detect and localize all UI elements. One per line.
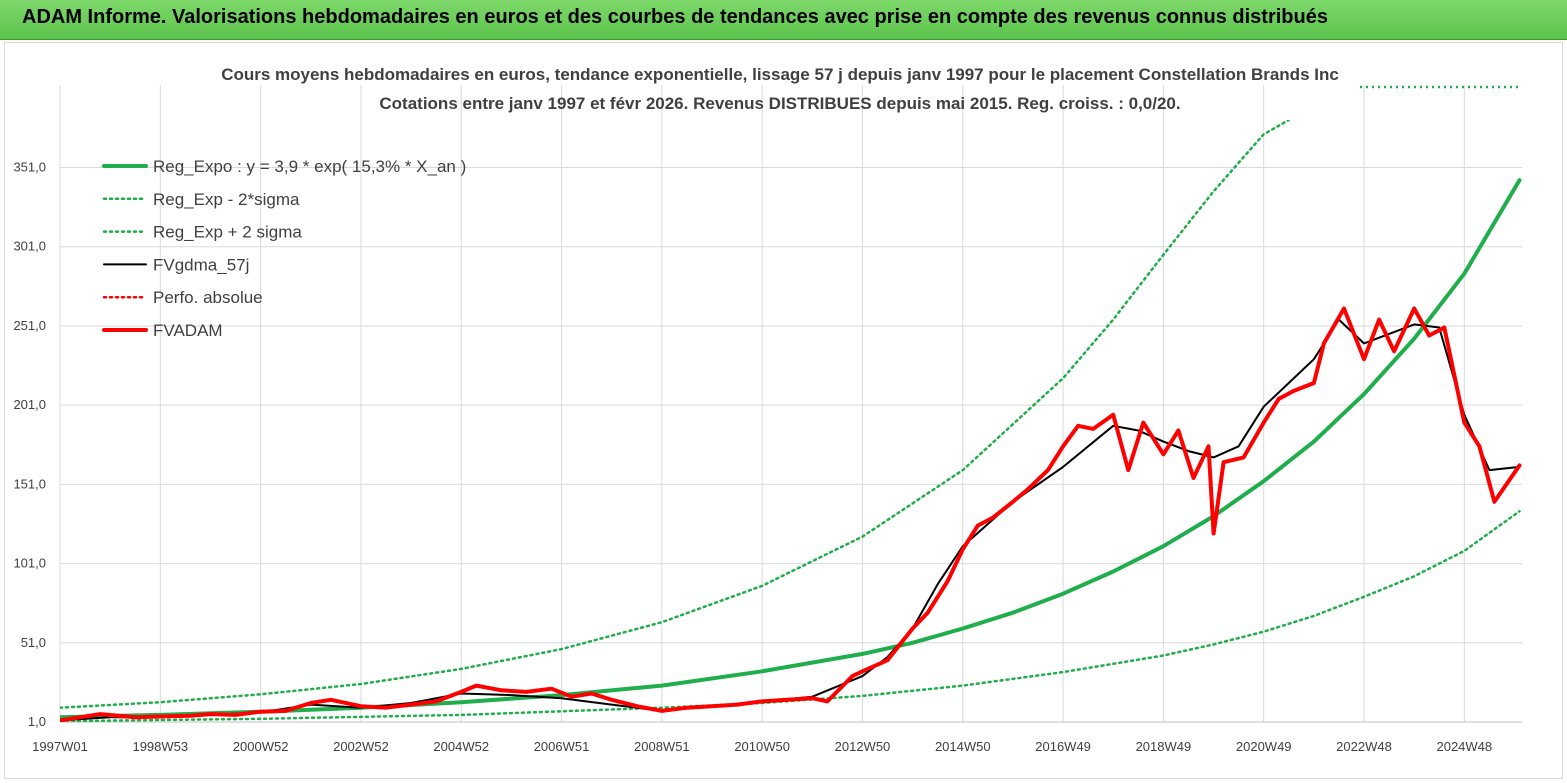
x-tick-label: 2016W49 xyxy=(1035,739,1091,754)
x-tick-label: 2018W49 xyxy=(1136,739,1192,754)
chart-legend: Reg_Expo : y = 3,9 * exp( 15,3% * X_an )… xyxy=(102,85,1522,340)
reg-minus-2sigma-line xyxy=(60,510,1521,722)
y-tick-label: 251,0 xyxy=(13,318,46,333)
x-tick-label: 2020W49 xyxy=(1236,739,1292,754)
y-tick-label: 51,0 xyxy=(21,635,46,650)
legend-label: Perfo. absolue xyxy=(153,288,263,307)
chart-frame xyxy=(4,42,1563,779)
legend-label: FVgdma_57j xyxy=(153,255,249,274)
legend-label: Reg_Exp - 2*sigma xyxy=(153,190,300,209)
x-tick-label: 2024W48 xyxy=(1436,739,1492,754)
legend-label: FVADAM xyxy=(153,321,223,340)
y-tick-label: 151,0 xyxy=(13,476,46,491)
x-tick-label: 2006W51 xyxy=(534,739,590,754)
chart-title: Cours moyens hebdomadaires en euros, ten… xyxy=(221,65,1339,113)
series-layer xyxy=(60,120,1522,722)
x-tick-label: 2000W52 xyxy=(233,739,289,754)
x-tick-label: 2010W50 xyxy=(734,739,790,754)
fvadam-line xyxy=(60,306,1522,722)
reg-expo-line xyxy=(60,178,1522,720)
report-banner: ADAM Informe. Valorisations hebdomadaire… xyxy=(0,0,1567,40)
fvgdma-57j-line xyxy=(60,318,1521,722)
report-title: ADAM Informe. Valorisations hebdomadaire… xyxy=(22,6,1328,28)
grid-layer xyxy=(59,85,1522,723)
legend-label: Reg_Exp + 2 sigma xyxy=(153,223,302,242)
x-tick-label: 2014W50 xyxy=(935,739,991,754)
x-tick-label: 2012W50 xyxy=(835,739,891,754)
x-tick-label: 2002W52 xyxy=(333,739,389,754)
x-tick-label: 2022W48 xyxy=(1336,739,1392,754)
x-tick-label: 1998W53 xyxy=(132,739,188,754)
x-tick-label: 1997W01 xyxy=(32,739,88,754)
y-tick-label: 201,0 xyxy=(13,397,46,412)
axes-layer: 1,0 51,0 101,0 151,0 201,0 251,0 301,0 351,0 199… xyxy=(13,160,1522,754)
chart-title-line: Cotations entre janv 1997 et févr 2026. … xyxy=(379,94,1180,113)
x-tick-label: 2008W51 xyxy=(634,739,690,754)
y-tick-label: 1,0 xyxy=(28,714,46,729)
chart-title-line: Cours moyens hebdomadaires en euros, ten… xyxy=(221,65,1339,84)
legend-label: Reg_Expo : y = 3,9 * exp( 15,3% * X_an ) xyxy=(153,157,466,176)
y-tick-label: 301,0 xyxy=(13,239,46,254)
reg-plus-2sigma-line xyxy=(60,120,1291,709)
y-tick-label: 351,0 xyxy=(13,160,46,175)
y-tick-label: 101,0 xyxy=(13,556,46,571)
x-tick-label: 2004W52 xyxy=(433,739,489,754)
